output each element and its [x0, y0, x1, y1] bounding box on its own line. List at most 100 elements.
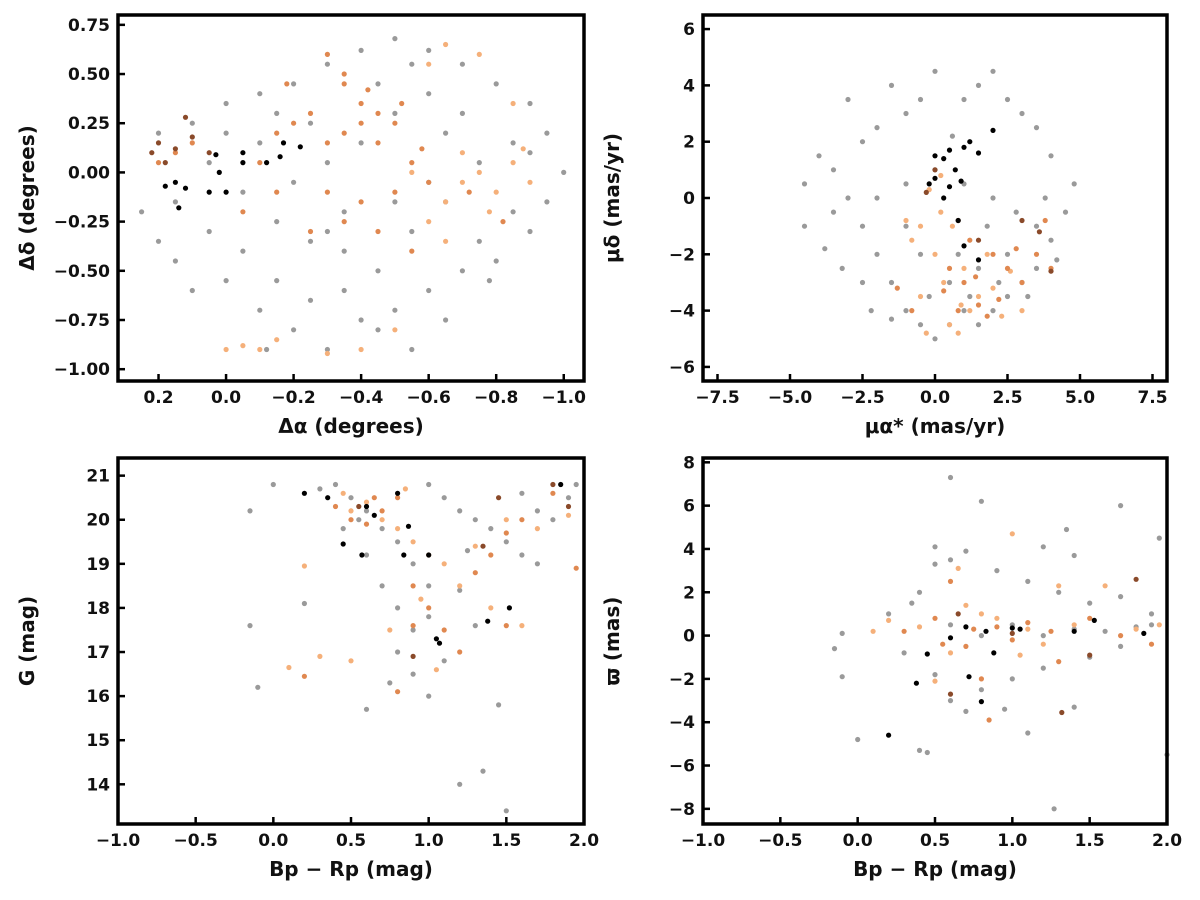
data-point [493, 258, 499, 264]
data-point [984, 251, 990, 257]
data-point [485, 618, 491, 624]
y-tick-label: 0 [683, 189, 695, 209]
data-point [975, 257, 982, 263]
data-point [402, 486, 408, 492]
data-point [978, 676, 985, 682]
data-point [172, 179, 178, 185]
data-point [1051, 806, 1057, 812]
data-point [410, 539, 416, 545]
data-point [395, 689, 401, 695]
data-point [990, 308, 996, 314]
data-point [426, 605, 432, 611]
y-tick-label: 0.75 [68, 16, 110, 36]
data-point [967, 293, 973, 300]
data-point [947, 557, 954, 563]
data-point [963, 643, 969, 650]
data-point [565, 495, 572, 501]
data-point [297, 144, 303, 150]
data-point [916, 589, 923, 595]
data-point [978, 699, 985, 705]
data-point [172, 146, 178, 152]
panel-position-offsets: 0.2 0.0 −0.2 −0.4 −0.6 −0.8 −1.0 −1.00 −0.75 −0.… [15, 13, 587, 438]
data-point [358, 100, 364, 107]
data-point [963, 548, 969, 554]
data-point [519, 552, 525, 558]
data-point [332, 481, 339, 488]
data-point [270, 481, 276, 488]
data-point [1004, 96, 1011, 103]
data-point [874, 125, 880, 131]
data-point [410, 653, 416, 660]
data-point [1019, 217, 1025, 224]
data-point [978, 498, 985, 504]
data-point [149, 150, 155, 156]
data-point [909, 308, 915, 314]
data-point [365, 87, 371, 93]
y-tick-label: 0.00 [68, 163, 110, 183]
data-point [1048, 153, 1054, 159]
data-point [240, 150, 246, 156]
data-point [839, 674, 845, 680]
y-axis-label: μδ (mas/yr) [600, 133, 624, 263]
data-point [888, 316, 895, 322]
data-point [206, 160, 212, 166]
x-tick-label: −1.0 [542, 388, 587, 408]
data-point [426, 693, 432, 699]
data-point [480, 543, 486, 549]
data-point [139, 209, 145, 215]
data-point [903, 110, 909, 117]
data-point [441, 495, 447, 501]
data-point [395, 649, 401, 655]
y-tick-labels: 14 15 16 17 18 19 20 21 [86, 467, 110, 796]
data-point [1033, 223, 1040, 229]
data-point [409, 169, 415, 175]
data-point [1036, 229, 1042, 235]
data-point [955, 611, 961, 617]
data-point [544, 130, 550, 136]
data-point [379, 526, 385, 532]
data-point [947, 578, 954, 585]
data-point [371, 495, 377, 501]
data-point [917, 293, 924, 300]
data-point [307, 297, 314, 303]
data-point [946, 147, 953, 153]
data-point [527, 150, 533, 156]
data-point [949, 133, 956, 139]
data-point [264, 160, 270, 166]
data-point [1040, 641, 1046, 647]
data-point [379, 517, 385, 523]
data-point [839, 265, 845, 271]
data-point [356, 503, 362, 510]
data-point [932, 336, 938, 342]
data-point [443, 238, 449, 244]
data-point [1004, 251, 1011, 257]
y-tick-label: −0.50 [54, 262, 110, 282]
data-point [859, 139, 866, 145]
data-point [189, 287, 195, 294]
data-point [1148, 641, 1155, 647]
x-tick-labels: −1.0 −0.5 0.0 0.5 1.0 1.5 2.0 [681, 831, 1182, 851]
data-point [955, 565, 961, 572]
data-point [358, 47, 364, 54]
data-point [240, 189, 246, 195]
x-tick-label: −5.0 [768, 388, 813, 408]
data-point [1025, 626, 1031, 632]
data-point [952, 167, 958, 173]
x-tick-label: 2.0 [1152, 831, 1182, 851]
data-point [1004, 265, 1011, 271]
data-point [286, 664, 292, 671]
data-point [476, 160, 482, 166]
data-point [1133, 576, 1139, 582]
data-point [1054, 257, 1060, 263]
panel-proper-motion: −7.5 −5.0 −2.5 0.0 2.5 5.0 7.5 −6 −4 −2 0 2 4 6 μα* … [600, 13, 1169, 438]
data-point [257, 140, 263, 146]
data-point [519, 490, 525, 496]
data-point [223, 278, 229, 284]
data-point [510, 160, 516, 166]
data-point [870, 628, 876, 634]
data-point [441, 561, 447, 567]
data-point [307, 110, 314, 116]
data-point [426, 61, 432, 67]
data-point [457, 508, 463, 514]
y-tick-label: 6 [683, 20, 695, 40]
